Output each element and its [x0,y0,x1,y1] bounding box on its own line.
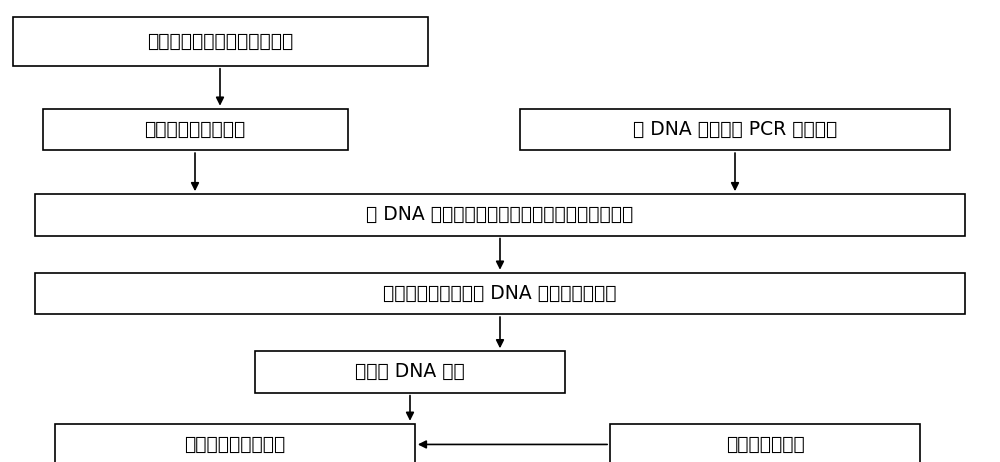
Text: 分析软件及界面: 分析软件及界面 [726,435,804,454]
Text: 油包水微反应池中的 DNA 聚合酶链式反应: 油包水微反应池中的 DNA 聚合酶链式反应 [383,284,617,303]
FancyBboxPatch shape [610,424,920,462]
FancyBboxPatch shape [35,194,965,236]
FancyBboxPatch shape [13,17,428,66]
Text: 数据分析及报告结果: 数据分析及报告结果 [184,435,286,454]
FancyBboxPatch shape [55,424,415,462]
FancyBboxPatch shape [255,351,565,393]
FancyBboxPatch shape [43,109,348,150]
Text: 免 DNA 提取、融合引物直扩法的基因座文库构建: 免 DNA 提取、融合引物直扩法的基因座文库构建 [366,205,634,225]
Text: 目的片段特异引物设计及验证: 目的片段特异引物设计及验证 [147,32,293,51]
FancyBboxPatch shape [520,109,950,150]
Text: 高通量 DNA 测序: 高通量 DNA 测序 [355,362,465,382]
Text: 融合引物设计及验证: 融合引物设计及验证 [144,120,246,139]
Text: 免 DNA 提取多重 PCR 体系建立: 免 DNA 提取多重 PCR 体系建立 [633,120,837,139]
FancyBboxPatch shape [35,273,965,314]
